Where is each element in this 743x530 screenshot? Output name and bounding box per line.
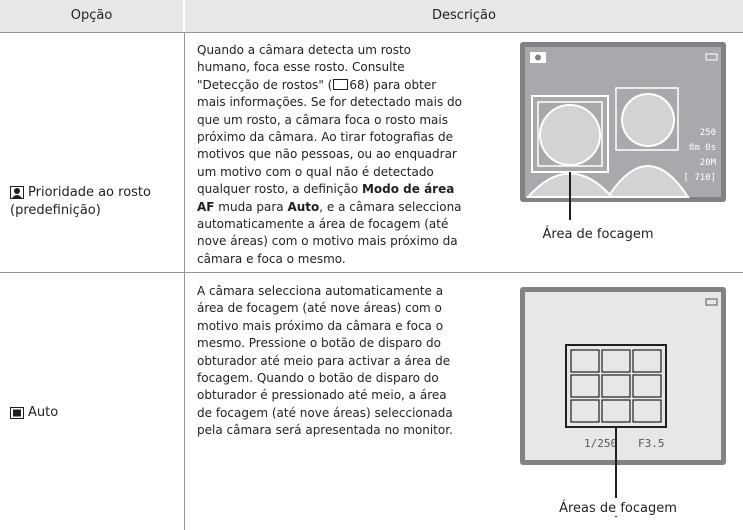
text-run: , e a câmara selecciona <box>319 199 462 214</box>
text-run: automaticamente a área de focagem (até <box>197 217 449 231</box>
row-border <box>0 32 743 33</box>
text-run: área de focagem (até nove áreas) com o <box>197 301 442 316</box>
text-run: motivo mais próximo da câmara e foca o <box>197 318 444 333</box>
description-line: humano, foca esse rosto. Consulte <box>197 59 405 76</box>
description-line: de focagem (até nove áreas) seleccionada <box>197 405 453 422</box>
text-run: "Detecção de rostos" ( <box>197 77 333 92</box>
header-divider <box>183 0 185 32</box>
text-run: obturador até meio para activar a área d… <box>197 353 451 368</box>
option-label: Auto <box>28 405 59 420</box>
text-run: câmara e foca o mesmo. <box>197 251 346 266</box>
description-line: A câmara selecciona automaticamente a <box>197 283 443 300</box>
description-line: qualquer rosto, a definição Modo de área <box>197 181 454 198</box>
screen-text: 250 <box>700 128 716 138</box>
screen <box>525 292 721 460</box>
description-line: AF muda para Auto, e a câmara selecciona <box>197 199 462 216</box>
description-line: obturador é pressionado até meio, a área <box>197 387 447 404</box>
text-run: de focagem (até nove áreas) seleccionada <box>197 405 453 420</box>
auto-icon <box>10 407 24 419</box>
description-line: próximo da câmara. Ao tirar fotografias … <box>197 129 453 146</box>
description-line: motivo mais próximo da câmara e foca o <box>197 318 443 335</box>
text-run: muda para <box>214 199 288 214</box>
screen-text: 8m 0s <box>689 143 716 153</box>
column-border <box>184 33 185 530</box>
description-line: obturador até meio para activar a área d… <box>197 353 450 370</box>
screen-text: F3.5 <box>638 437 665 450</box>
text-run: Quando a câmara detecta um rosto <box>197 43 412 57</box>
text-run: próximo da câmara. Ao tirar fotografias … <box>197 130 453 144</box>
text-run: mesmo. Pressione o botão de disparo do <box>197 336 441 351</box>
option-label: (predefinição) <box>10 203 101 218</box>
text-run: que um rosto, a câmara foca o rosto mais <box>197 112 448 127</box>
text-run: focagem. Quando o botão de disparo do <box>197 371 439 385</box>
screen-figure: 1/250 F3.5 Áreas de focagem <box>520 287 726 517</box>
description-line: nove áreas) com o motivo mais próximo da <box>197 233 458 250</box>
header-cell: Opção <box>0 0 183 32</box>
screen-text: 20M <box>700 158 717 168</box>
description-line: Quando a câmara detecta um rosto <box>197 42 411 59</box>
text-run: obturador é pressionado até meio, a área <box>197 388 447 403</box>
description-line: câmara e foca o mesmo. <box>197 251 346 268</box>
text-run: AF <box>197 199 215 214</box>
text-run: motivos que não pessoas, ou ao enquadrar <box>197 147 457 162</box>
description-line: que um rosto, a câmara foca o rosto mais <box>197 112 448 129</box>
screen-figure: 250 8m 0s 20M [ 710] Área de focagem <box>520 42 726 242</box>
description-line: motivos que não pessoas, ou ao enquadrar <box>197 146 457 163</box>
text-run: mais informações. Se for detectado mais … <box>197 95 462 110</box>
description-line: área de focagem (até nove áreas) com o <box>197 300 442 317</box>
header-cell: Descrição <box>185 0 743 32</box>
description-line: "Detecção de rostos" ( 68) para obter <box>197 77 436 94</box>
text-run: pela câmara será apresentada no monitor. <box>197 423 453 438</box>
figure-caption: Áreas de focagem <box>559 500 677 516</box>
text-run: Auto <box>287 199 320 214</box>
description-line: mais informações. Se for detectado mais … <box>197 94 462 111</box>
text-run: um motivo com o qual não é detectado <box>197 164 434 179</box>
face-icon <box>10 186 24 199</box>
text-run: nove áreas) com o motivo mais próximo da <box>197 234 458 249</box>
option-label: Prioridade ao rosto <box>28 185 151 200</box>
row-border <box>0 272 743 273</box>
description-line: mesmo. Pressione o botão de disparo do <box>197 335 441 352</box>
text-run: qualquer rosto, a definição <box>197 182 362 197</box>
text-run: A câmara selecciona automaticamente a <box>197 284 444 298</box>
book-icon <box>333 78 349 90</box>
text-run: Modo de área <box>361 182 455 197</box>
description-line: um motivo com o qual não é detectado <box>197 164 434 181</box>
text-run: humano, foca esse rosto. Consulte <box>197 60 405 75</box>
description-line: focagem. Quando o botão de disparo do <box>197 370 439 387</box>
description-line: automaticamente a área de focagem (até <box>197 216 448 233</box>
description-line: pela câmara será apresentada no monitor. <box>197 422 453 439</box>
text-run: 68) para obter <box>349 77 437 92</box>
screen-text: 1/250 <box>584 437 617 450</box>
screen-text: [ 710] <box>683 173 716 183</box>
figure-caption: Área de focagem <box>543 226 654 242</box>
